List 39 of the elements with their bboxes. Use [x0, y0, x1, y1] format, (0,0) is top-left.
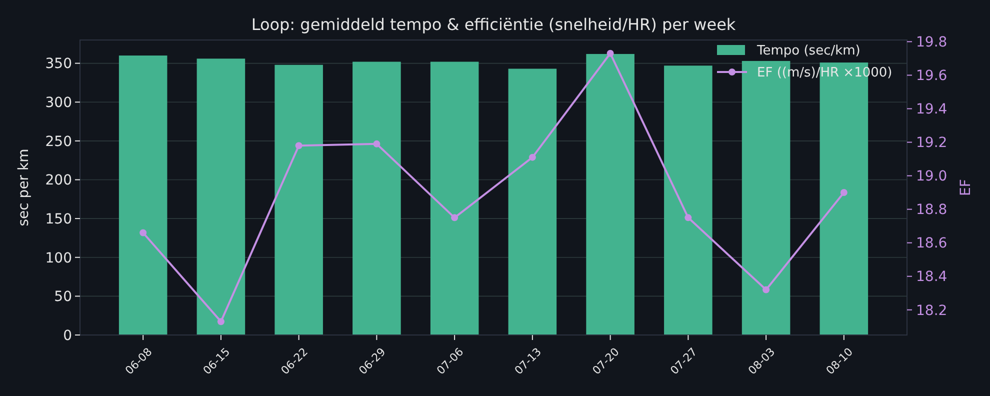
- y-tick-label: 350: [45, 56, 72, 72]
- y-tick-label: 200: [45, 172, 72, 189]
- bar: [118, 56, 168, 335]
- y-tick-label: 100: [45, 250, 72, 266]
- y2-tick-label: 19.6: [916, 68, 948, 84]
- y2-tick-label: 18.4: [916, 269, 948, 286]
- bar: [196, 58, 246, 335]
- y2-tick-label: 19.0: [916, 168, 948, 185]
- point: [217, 318, 224, 326]
- point: [684, 214, 692, 222]
- point: [528, 154, 536, 161]
- point: [840, 189, 848, 196]
- bar: [508, 68, 557, 335]
- y2-tick-label: 19.8: [916, 34, 948, 51]
- bar: [274, 64, 323, 335]
- legend-label: Tempo (sec/km): [756, 44, 860, 59]
- point: [373, 140, 380, 148]
- y2-tick-label: 18.6: [916, 236, 948, 252]
- y-tick-label: 250: [45, 134, 72, 150]
- point: [295, 142, 302, 150]
- y2-tick-label: 18.2: [916, 302, 948, 319]
- y2-tick-label: 19.4: [916, 102, 948, 118]
- y2-tick-label: 19.2: [916, 135, 948, 152]
- bar: [664, 66, 712, 335]
- point: [762, 286, 770, 294]
- bar: [586, 54, 634, 335]
- y-tick-label: 150: [45, 211, 72, 228]
- bar: [352, 62, 401, 335]
- y-tick-label: 300: [45, 95, 72, 112]
- y-tick-label: 50: [54, 289, 72, 306]
- y-axis-title: sec per km: [16, 148, 32, 226]
- point: [451, 214, 458, 222]
- point: [140, 229, 147, 236]
- y-tick-label: 0: [63, 328, 72, 344]
- bar: [430, 62, 479, 335]
- y2-tick-label: 18.8: [916, 202, 948, 218]
- y2-axis-title: EF: [958, 179, 974, 196]
- point: [606, 50, 614, 57]
- chart-title: Loop: gemiddeld tempo & efficiëntie (snelheid/HR) per week: [251, 15, 736, 34]
